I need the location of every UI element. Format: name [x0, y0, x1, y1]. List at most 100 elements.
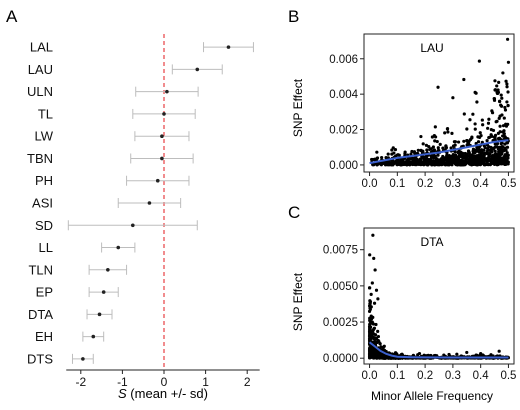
snp-point: [465, 350, 469, 355]
snp-point: [504, 122, 508, 126]
snp-point: [371, 162, 375, 167]
panel-a-label: A: [6, 7, 18, 26]
snp-point: [395, 153, 399, 157]
x-tick-label: 0.3: [445, 370, 461, 382]
snp-point: [473, 127, 477, 131]
snp-point: [419, 148, 423, 152]
snp-point: [498, 99, 502, 104]
plot-frame-c: [363, 227, 515, 365]
snp-point: [412, 150, 417, 154]
snp-point: [374, 288, 379, 292]
snp-point: [496, 90, 501, 94]
snp-point: [416, 148, 420, 152]
snp-point: [382, 356, 386, 360]
x-tick-label: 0.4: [473, 370, 490, 382]
snp-point: [446, 130, 450, 134]
snp-point: [500, 96, 504, 100]
y-tick-label: 0.0000: [323, 353, 358, 365]
snp-point: [451, 152, 455, 157]
snp-point: [379, 356, 383, 360]
snp-point: [433, 125, 437, 129]
y-tick-label: 0.000: [329, 160, 358, 172]
snp-point: [430, 135, 434, 139]
snp-point: [489, 148, 493, 152]
snp-point: [400, 163, 404, 167]
category-label-ph: PH: [35, 173, 53, 188]
snp-point: [486, 147, 490, 151]
snp-point: [464, 157, 468, 162]
category-label-dta: DTA: [28, 307, 53, 322]
snp-point: [505, 100, 509, 104]
snp-point: [368, 300, 373, 304]
snp-point: [504, 79, 508, 83]
snp-point: [368, 316, 373, 320]
x-axis-label-text: (mean +/- sd): [127, 386, 208, 401]
snp-point: [374, 322, 378, 327]
mean-point-uln: [165, 89, 169, 94]
snp-point: [506, 153, 510, 157]
snp-point: [410, 149, 414, 154]
snp-point: [429, 155, 434, 159]
trend-line: [368, 341, 509, 359]
snp-point: [477, 156, 481, 161]
snp-point: [480, 151, 484, 155]
snp-point: [496, 88, 500, 92]
snp-point: [474, 155, 478, 159]
snp-point: [405, 162, 409, 167]
y-tick-label: 0.002: [329, 125, 358, 137]
y-tick-label: 0.0075: [323, 245, 358, 257]
snp-point: [433, 139, 437, 143]
snp-point: [412, 156, 416, 161]
snp-point: [498, 124, 502, 128]
snp-point: [451, 96, 455, 100]
snp-point: [438, 142, 442, 146]
snp-point: [420, 156, 424, 160]
mean-point-tln: [106, 268, 110, 272]
snp-point: [494, 155, 498, 159]
snp-point: [445, 157, 450, 161]
error-bars: [67, 42, 254, 364]
snp-point: [477, 149, 482, 153]
snp-point: [501, 161, 505, 165]
snp-point: [505, 141, 510, 145]
snp-point: [476, 140, 481, 144]
snp-point: [417, 351, 422, 356]
snp-point: [462, 112, 466, 116]
snp-point: [482, 144, 486, 148]
snp-point: [443, 131, 447, 135]
snp-point: [465, 155, 469, 159]
snp-point: [386, 152, 390, 156]
snp-point: [447, 352, 451, 357]
snp-point: [403, 150, 407, 154]
snp-point: [481, 155, 485, 159]
snp-point: [470, 135, 474, 139]
snp-point: [493, 142, 497, 146]
snp-point: [505, 151, 509, 155]
snp-point: [495, 145, 499, 149]
x-axis-label-symbol: S: [118, 386, 127, 401]
snp-point: [473, 122, 477, 126]
snp-point: [382, 344, 386, 348]
mean-point-ep: [101, 290, 106, 294]
snp-point: [391, 163, 395, 167]
snp-point: [469, 155, 473, 159]
snp-point: [437, 163, 442, 167]
snp-point: [494, 159, 498, 163]
snp-point: [480, 159, 484, 163]
snp-point: [367, 325, 372, 329]
category-label-lal: LAL: [30, 40, 53, 55]
snp-point: [490, 111, 495, 115]
snp-point: [502, 154, 507, 158]
snp-point: [477, 135, 482, 139]
snp-point: [368, 307, 372, 311]
snp-point: [492, 97, 496, 101]
x-tick-label: 0.0: [362, 370, 378, 382]
snp-point: [368, 253, 372, 257]
snp-point: [463, 151, 467, 156]
snp-point: [497, 148, 501, 152]
snp-point: [427, 144, 431, 149]
snp-point: [477, 59, 481, 63]
snp-point: [450, 131, 454, 135]
snp-point: [441, 146, 445, 150]
snp-point: [493, 149, 497, 153]
